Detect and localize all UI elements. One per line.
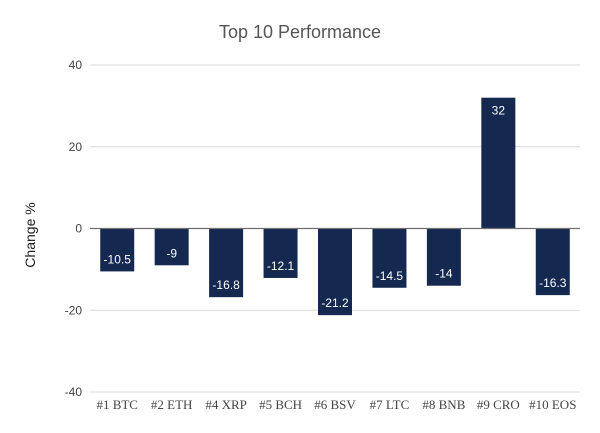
bar xyxy=(481,97,516,229)
x-tick-label: #6 BSV xyxy=(314,397,356,412)
y-tick-label: 0 xyxy=(75,222,82,236)
bar xyxy=(209,228,244,298)
data-label: -9 xyxy=(166,246,177,260)
bar xyxy=(372,228,407,288)
x-tick-label: #2 ETH xyxy=(151,397,193,412)
x-tick-label: #9 CRO xyxy=(477,397,520,412)
x-tick-label: #7 LTC xyxy=(370,397,410,412)
data-label: -16.8 xyxy=(212,278,240,292)
y-tick-label: 40 xyxy=(69,58,83,72)
bar xyxy=(100,228,135,272)
x-tick-label: #1 BTC xyxy=(96,397,138,412)
data-label: -14 xyxy=(435,267,453,281)
bar xyxy=(263,228,298,278)
y-tick-label: -40 xyxy=(65,385,83,399)
data-label: -14.5 xyxy=(376,269,404,283)
bar xyxy=(154,228,189,266)
x-tick-label: #4 XRP xyxy=(205,397,247,412)
bar xyxy=(426,228,461,286)
y-tick-label: 20 xyxy=(69,140,83,154)
data-label: -16.3 xyxy=(539,276,567,290)
x-tick-label: #8 BNB xyxy=(422,397,465,412)
data-label: 32 xyxy=(492,104,506,118)
data-label: -12.1 xyxy=(267,259,295,273)
chart-title: Top 10 Performance xyxy=(219,22,381,42)
data-labels: -10.5 -9 -16.8 -12.1 -21.2 -14.5 -14 32 -16.3 xyxy=(104,104,567,310)
y-axis-ticks: 40 20 0 -20 -40 xyxy=(65,58,83,399)
bars xyxy=(100,97,570,316)
bar xyxy=(318,228,352,316)
y-axis-label: Change % xyxy=(22,202,38,267)
x-axis-ticks: #1 BTC #2 ETH #4 XRP #5 BCH #6 BSV #7 LTC #8 B… xyxy=(96,397,576,412)
x-tick-label: #5 BCH xyxy=(259,397,302,412)
y-tick-label: -20 xyxy=(65,303,83,317)
x-tick-label: #10 EOS xyxy=(529,397,576,412)
data-label: -10.5 xyxy=(104,252,132,266)
bar xyxy=(535,228,570,296)
data-label: -21.2 xyxy=(321,296,349,310)
